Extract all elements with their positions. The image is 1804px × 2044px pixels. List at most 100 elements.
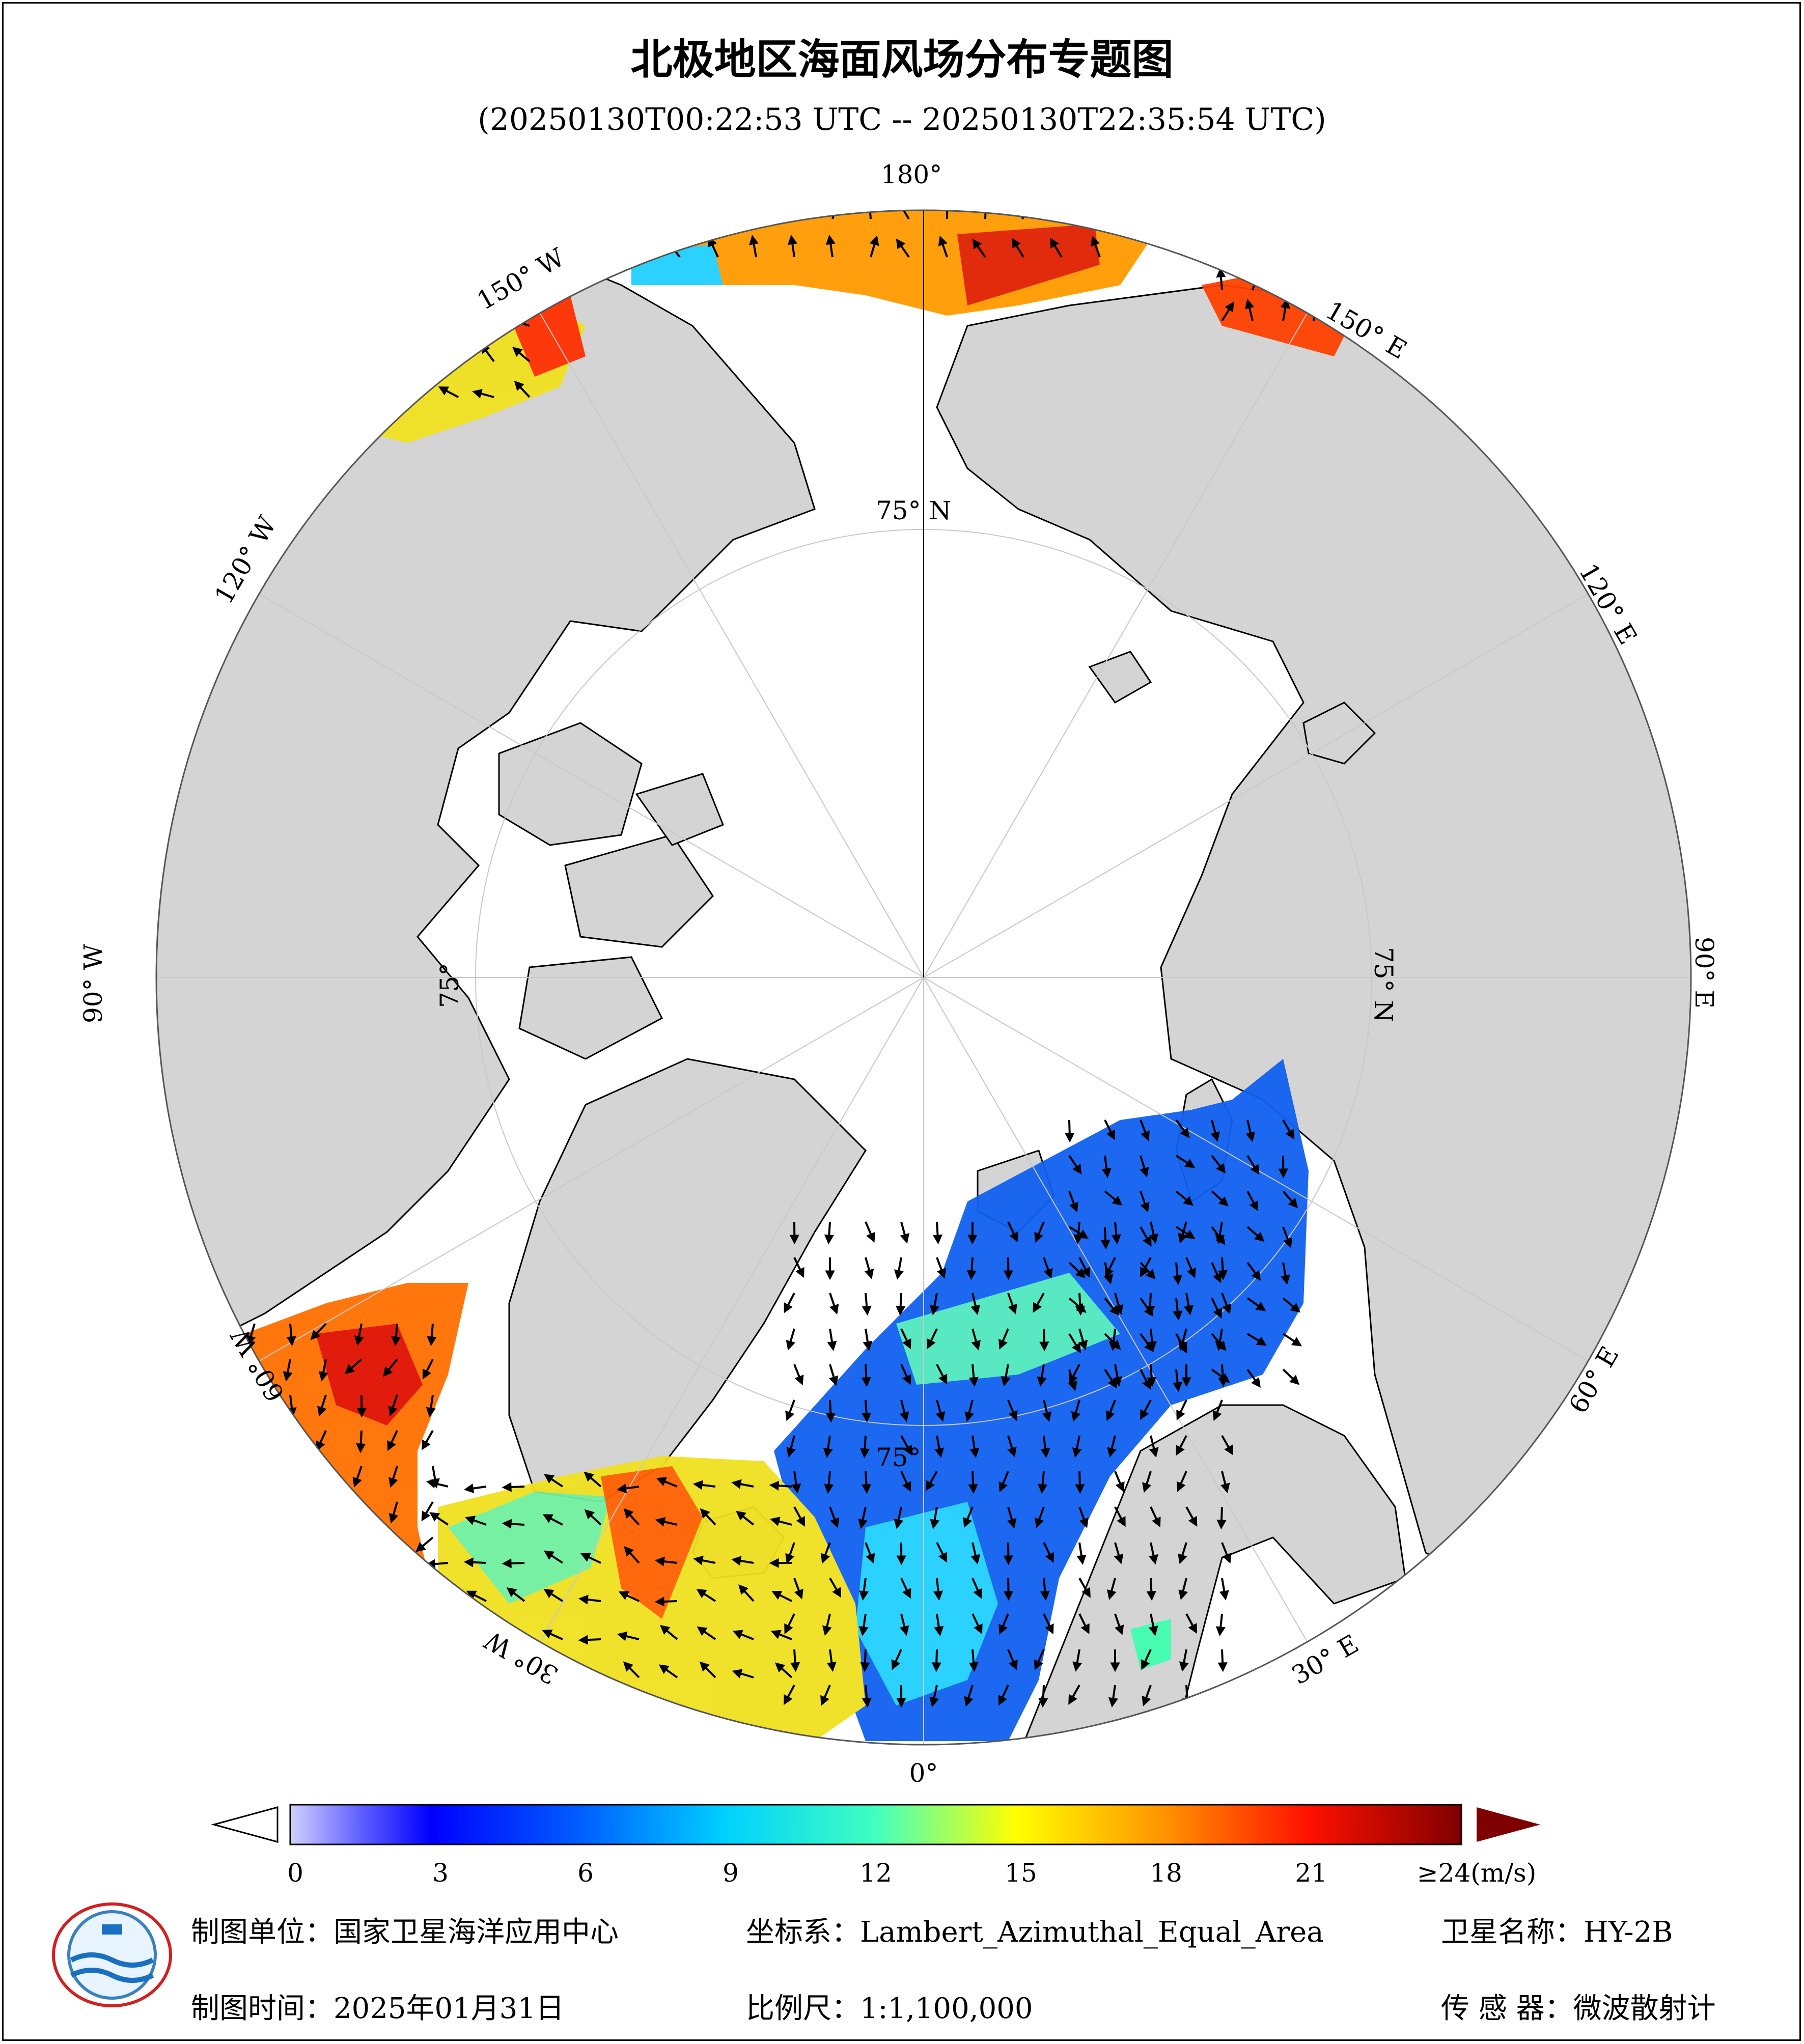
wind-arrow-head: [1075, 1268, 1086, 1278]
wind-arrow-head: [580, 1553, 592, 1562]
wind-arrow-head: [1146, 1591, 1156, 1601]
wind-arrow-head: [969, 1447, 980, 1458]
wind-arrow-head: [1222, 1553, 1232, 1564]
wind-arrow-head: [1176, 1481, 1186, 1492]
wind-arrow-head: [1039, 1341, 1049, 1352]
wind-arrow-head: [344, 1364, 355, 1375]
wind-arrow-head: [1001, 1376, 1011, 1387]
wind-arrow-head: [1111, 1339, 1121, 1350]
wind-arrow-head: [1072, 1164, 1082, 1175]
wind-arrow-head: [829, 1375, 839, 1386]
wind-arrow-head: [1038, 1483, 1048, 1494]
wind-arrow: [289, 1501, 293, 1523]
wind-arrow-head: [1182, 1697, 1192, 1708]
wind-arrow-head: [867, 199, 873, 205]
colorbar-tick-2: 6: [577, 1858, 594, 1888]
wind-arrow: [716, 210, 719, 219]
wind-arrow-head: [1034, 1659, 1043, 1670]
wind-arrow-head: [935, 1411, 946, 1422]
wind-arrow-head: [786, 1339, 796, 1351]
wind-arrow-head: [785, 1553, 795, 1564]
wind-arrow-head: [248, 1443, 259, 1453]
map-title: 北极地区海面风场分布专题图: [630, 36, 1174, 84]
wind-arrow-head: [1212, 1272, 1222, 1283]
wind-arrow-head: [732, 1669, 743, 1678]
wind-arrow: [244, 1501, 256, 1521]
wind-arrow-head: [1065, 1133, 1075, 1143]
wind-arrow-head: [697, 1626, 708, 1636]
wind-arrow-head: [637, 199, 644, 205]
wind-arrow-head: [1173, 1382, 1183, 1392]
wind-arrow-head: [1178, 1553, 1187, 1564]
wind-arrow-head: [902, 1374, 911, 1385]
colorbar-tick-0: 0: [287, 1858, 303, 1888]
wind-arrow-head: [1114, 1553, 1124, 1564]
lon-label-90w: 90° W: [78, 943, 108, 1023]
wind-arrow-head: [317, 1406, 327, 1417]
wind-arrow-head: [1254, 1231, 1265, 1242]
wind-arrow-head: [859, 1448, 870, 1459]
wind-arrow-head: [1176, 1409, 1185, 1421]
wind-arrow-head: [832, 1587, 842, 1598]
wind-arrow-head: [401, 317, 412, 326]
wind-arrow-head: [1225, 301, 1234, 313]
wind-arrow-head: [870, 235, 879, 246]
wind-arrow-head: [770, 1630, 782, 1639]
wind-arrow: [475, 316, 494, 327]
wind-arrow-head: [283, 1371, 293, 1382]
wind-arrow-head: [1105, 1410, 1115, 1421]
wind-arrow-head: [246, 1334, 256, 1346]
wind-arrow-head: [508, 317, 519, 326]
wind-arrow-head: [936, 1268, 946, 1279]
wind-arrow-head: [932, 1234, 943, 1245]
wind-arrow-head: [654, 1597, 664, 1607]
wind-arrow-head: [277, 1581, 287, 1592]
wind-arrow-head: [903, 1444, 912, 1456]
wind-arrow: [360, 1537, 366, 1558]
wind-arrow-head: [1143, 1236, 1152, 1247]
wind-arrow-head: [1075, 1484, 1085, 1494]
wind-arrow-head: [286, 1478, 296, 1489]
wind-arrow-head: [866, 1231, 875, 1243]
wind-arrow: [275, 1536, 291, 1553]
wind-arrow-head: [902, 1338, 911, 1350]
wind-arrow-head: [464, 1483, 475, 1494]
wind-arrow-head: [666, 210, 676, 212]
wind-arrow-head: [938, 235, 948, 246]
wind-arrow: [786, 210, 795, 219]
wind-arrow-head: [1215, 1626, 1226, 1637]
wind-arrow: [403, 318, 423, 327]
wind-arrow-head: [659, 1625, 671, 1635]
wind-arrow: [325, 1501, 329, 1523]
wind-arrow-head: [1285, 1129, 1295, 1140]
wind-arrow-head: [1212, 1410, 1222, 1421]
wind-arrow-head: [422, 1439, 431, 1450]
footer-sensor: 传 感 器：微波散射计: [1441, 1992, 1716, 2025]
wind-arrow-head: [894, 1519, 904, 1529]
wind-arrow-head: [896, 1555, 906, 1565]
wind-arrow-head: [1245, 1131, 1256, 1142]
wind-arrow-head: [938, 1374, 948, 1385]
wind-arrow-head: [1220, 1482, 1230, 1494]
wind-arrow-head: [929, 1305, 939, 1315]
wind-arrow-head: [426, 1585, 436, 1595]
meridian-line: [259, 593, 924, 978]
wind-arrow-head: [382, 1544, 393, 1555]
wind-arrow-head: [1216, 1520, 1227, 1530]
wind-arrow: [245, 1394, 256, 1414]
wind-arrow-head: [973, 1588, 982, 1599]
wind-arrow-head: [1278, 1168, 1288, 1179]
wind-arrow: [438, 322, 459, 327]
wind-arrow-head: [1255, 1301, 1266, 1311]
wind-arrow-head: [1035, 1517, 1044, 1528]
wind-arrow-head: [578, 1594, 589, 1605]
wind-arrow-head: [1188, 1622, 1198, 1634]
colorbar-tick-1: 3: [432, 1858, 449, 1888]
wind-arrow-head: [1223, 1694, 1232, 1706]
wind-arrow-head: [862, 1305, 872, 1316]
wind-arrow-head: [1068, 1381, 1078, 1391]
wind-arrow-head: [430, 1478, 440, 1489]
wind-arrow-head: [502, 1673, 512, 1684]
wind-arrow-head: [1100, 1240, 1111, 1250]
